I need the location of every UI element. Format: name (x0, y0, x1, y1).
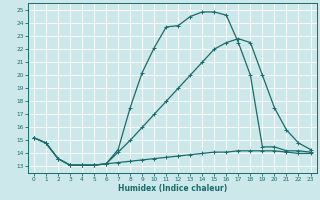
X-axis label: Humidex (Indice chaleur): Humidex (Indice chaleur) (118, 184, 227, 193)
